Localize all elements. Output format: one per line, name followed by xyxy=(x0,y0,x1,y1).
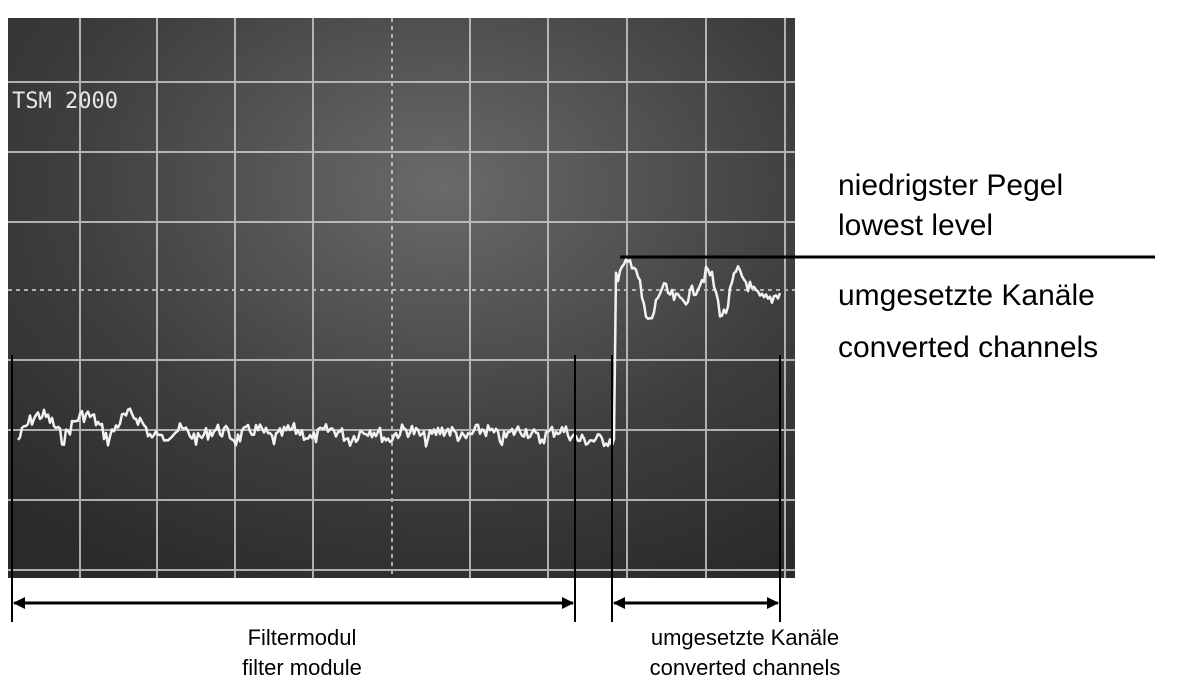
level-label-de: niedrigster Pegel xyxy=(838,169,1063,202)
span-markers xyxy=(11,355,781,622)
screen-label: TSM 2000 xyxy=(12,89,118,114)
channels-span-en: converted channels xyxy=(650,655,841,680)
filter-label-en: filter module xyxy=(242,655,362,680)
channels-label-de: umgesetzte Kanäle xyxy=(838,279,1095,312)
channels-label-en: converted channels xyxy=(838,331,1098,364)
trace xyxy=(17,258,782,448)
channels-span-de: umgesetzte Kanäle xyxy=(651,625,839,650)
grid xyxy=(8,18,795,578)
level-label-en: lowest level xyxy=(838,209,993,242)
screen xyxy=(8,18,795,578)
filter-label-de: Filtermodul xyxy=(248,625,357,650)
